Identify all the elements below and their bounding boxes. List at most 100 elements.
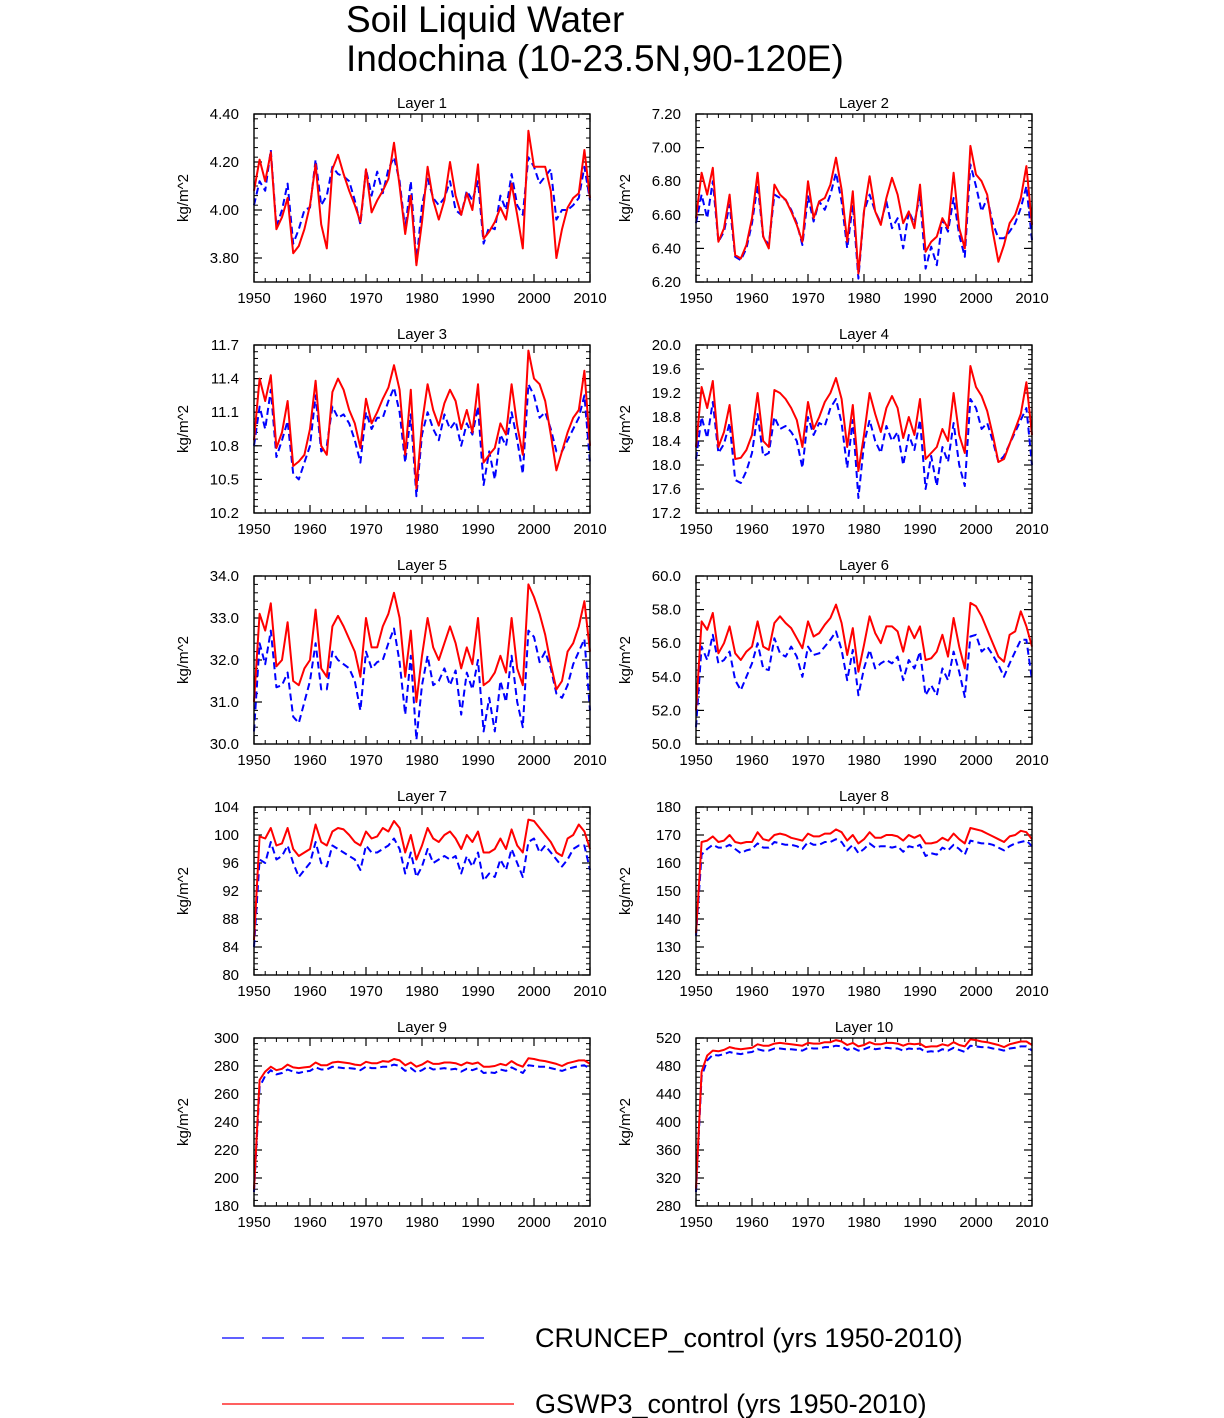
- series-line-gswp3: [695, 365, 1033, 472]
- y-tick-label: 4.00: [210, 202, 239, 219]
- series-line-cruncep: [695, 838, 1033, 936]
- y-tick-label: 20.0: [652, 337, 681, 354]
- y-axis-label: kg/m^2: [617, 636, 634, 684]
- x-tick-label: 1970: [791, 752, 824, 769]
- plot-frame: [253, 806, 591, 976]
- y-tick-label: 92: [222, 883, 239, 900]
- panel-title: Layer 2: [839, 95, 889, 112]
- x-tick-label: 2000: [517, 752, 550, 769]
- x-tick-label: 2000: [517, 290, 550, 307]
- y-tick-label: 30.0: [210, 736, 239, 753]
- panel-layer-1: Layer 1 kg/m^2 1950 1960 1970 1980 1990 2000 201…: [175, 95, 607, 307]
- x-tick-label: 1970: [791, 1214, 824, 1231]
- series-line-gswp3: [253, 583, 591, 703]
- x-tick-label: 2000: [517, 983, 550, 1000]
- figure-title: Soil Liquid Water Indochina (10-23.5N,90…: [346, 0, 844, 78]
- panel-layer-7: Layer 7 kg/m^2 1950 1960 1970 1980 1990 2000 201…: [175, 788, 607, 1000]
- panel-title: Layer 10: [835, 1019, 893, 1036]
- plot-frame: [253, 1037, 591, 1207]
- panel-title: Layer 9: [397, 1019, 447, 1036]
- panel-title: Layer 1: [397, 95, 447, 112]
- x-tick-label: 2000: [959, 983, 992, 1000]
- y-tick-label: 10.2: [210, 505, 239, 522]
- panel-title: Layer 5: [397, 557, 447, 574]
- x-tick-label: 1970: [791, 521, 824, 538]
- y-tick-label: 520: [656, 1030, 681, 1047]
- y-tick-label: 240: [214, 1114, 239, 1131]
- y-tick-label: 54.0: [652, 669, 681, 686]
- y-tick-label: 60.0: [652, 568, 681, 585]
- x-tick-label: 2010: [1015, 752, 1048, 769]
- y-tick-label: 4.40: [210, 106, 239, 123]
- plot-frame: [695, 575, 1033, 745]
- y-tick-label: 11.4: [211, 371, 239, 388]
- y-tick-label: 6.60: [652, 207, 681, 224]
- x-tick-label: 1950: [679, 983, 712, 1000]
- y-tick-label: 6.40: [652, 240, 681, 257]
- y-tick-label: 130: [656, 939, 681, 956]
- y-tick-label: 320: [656, 1170, 681, 1187]
- x-tick-label: 1950: [237, 290, 270, 307]
- plot-frame: [695, 1037, 1033, 1207]
- x-tick-label: 1970: [349, 290, 382, 307]
- y-tick-label: 88: [222, 911, 239, 928]
- x-tick-label: 1990: [903, 983, 936, 1000]
- x-tick-label: 2000: [959, 1214, 992, 1231]
- y-axis-label: kg/m^2: [175, 405, 192, 453]
- y-tick-label: 34.0: [210, 568, 239, 585]
- x-tick-label: 1950: [679, 1214, 712, 1231]
- x-tick-label: 2010: [573, 752, 606, 769]
- x-tick-label: 1960: [735, 290, 768, 307]
- x-tick-label: 1970: [349, 752, 382, 769]
- y-tick-label: 280: [656, 1198, 681, 1215]
- y-axis-label: kg/m^2: [175, 174, 192, 222]
- y-tick-label: 140: [656, 911, 681, 928]
- y-tick-label: 100: [214, 827, 239, 844]
- y-axis-label: kg/m^2: [617, 405, 634, 453]
- x-tick-label: 2010: [1015, 521, 1048, 538]
- x-tick-label: 1970: [349, 1214, 382, 1231]
- series-line-gswp3: [253, 818, 591, 941]
- panel-layer-3: Layer 3 kg/m^2 1950 1960 1970 1980 1990 2000 201…: [175, 326, 607, 538]
- x-tick-label: 1990: [461, 1214, 494, 1231]
- y-tick-label: 33.0: [210, 610, 239, 627]
- y-tick-label: 56.0: [652, 635, 681, 652]
- y-tick-label: 6.20: [652, 274, 681, 291]
- y-tick-label: 32.0: [210, 652, 239, 669]
- x-tick-label: 2010: [1015, 983, 1048, 1000]
- series-line-gswp3: [253, 349, 591, 490]
- panel-title: Layer 4: [839, 326, 889, 343]
- y-axis-label: kg/m^2: [617, 174, 634, 222]
- y-tick-label: 58.0: [652, 602, 681, 619]
- y-tick-label: 19.6: [652, 361, 681, 378]
- x-tick-label: 1990: [461, 752, 494, 769]
- x-tick-label: 1950: [237, 752, 270, 769]
- x-tick-label: 1980: [405, 290, 438, 307]
- plot-frame: [253, 344, 591, 514]
- series-line-gswp3: [695, 1038, 1033, 1189]
- x-tick-label: 2010: [573, 983, 606, 1000]
- x-tick-label: 1960: [293, 290, 326, 307]
- x-tick-label: 2000: [959, 521, 992, 538]
- y-tick-label: 10.8: [210, 438, 239, 455]
- y-axis-label: kg/m^2: [175, 1098, 192, 1146]
- x-tick-label: 1980: [847, 290, 880, 307]
- y-axis-label: kg/m^2: [175, 867, 192, 915]
- x-tick-label: 2000: [517, 521, 550, 538]
- x-tick-label: 1980: [847, 521, 880, 538]
- panel-title: Layer 6: [839, 557, 889, 574]
- y-tick-label: 180: [656, 799, 681, 816]
- panel-layer-4: Layer 4 kg/m^2 1950 1960 1970 1980 1990 2000 201…: [617, 326, 1049, 538]
- panel-layer-10: Layer 10 kg/m^2 1950 1960 1970 1980 1990 2000 20…: [617, 1019, 1049, 1231]
- x-tick-label: 1950: [237, 521, 270, 538]
- y-tick-label: 170: [656, 827, 681, 844]
- series-line-cruncep: [695, 630, 1033, 728]
- y-axis-label: kg/m^2: [617, 867, 634, 915]
- y-tick-label: 17.2: [652, 505, 681, 522]
- x-tick-label: 2010: [573, 290, 606, 307]
- x-tick-label: 1960: [293, 752, 326, 769]
- x-tick-label: 1980: [847, 983, 880, 1000]
- x-tick-label: 1950: [679, 752, 712, 769]
